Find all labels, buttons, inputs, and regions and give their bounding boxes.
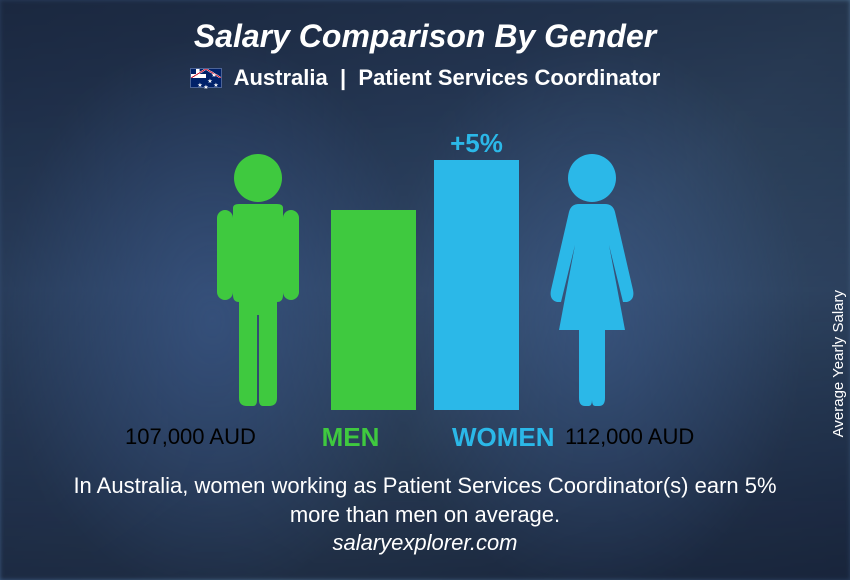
women-bar: +5% <box>434 160 519 410</box>
content-container: Salary Comparison By Gender Australia | … <box>0 0 850 580</box>
country-label: Australia <box>234 65 328 90</box>
female-person-icon <box>537 150 647 410</box>
y-axis-label: Average Yearly Salary <box>830 290 847 437</box>
men-gender-label: MEN <box>303 422 398 453</box>
subtitle-text: Australia | Patient Services Coordinator <box>234 65 661 91</box>
women-salary-label: 112,000 AUD <box>565 424 725 450</box>
footer-text: salaryexplorer.com <box>332 530 517 560</box>
description-text: In Australia, women working as Patient S… <box>55 471 795 530</box>
women-gender-label: WOMEN <box>452 422 547 453</box>
australia-flag-icon <box>190 68 222 88</box>
subtitle-row: Australia | Patient Services Coordinator <box>190 65 661 91</box>
pct-diff-label: +5% <box>450 128 503 159</box>
labels-row: 107,000 AUD MEN WOMEN 112,000 AUD <box>40 422 810 453</box>
job-title-label: Patient Services Coordinator <box>358 65 660 90</box>
page-title: Salary Comparison By Gender <box>194 18 656 55</box>
male-person-icon <box>203 150 313 410</box>
men-salary-label: 107,000 AUD <box>125 424 285 450</box>
separator: | <box>340 65 346 90</box>
men-bar <box>331 210 416 410</box>
chart-area: +5% <box>203 114 647 410</box>
